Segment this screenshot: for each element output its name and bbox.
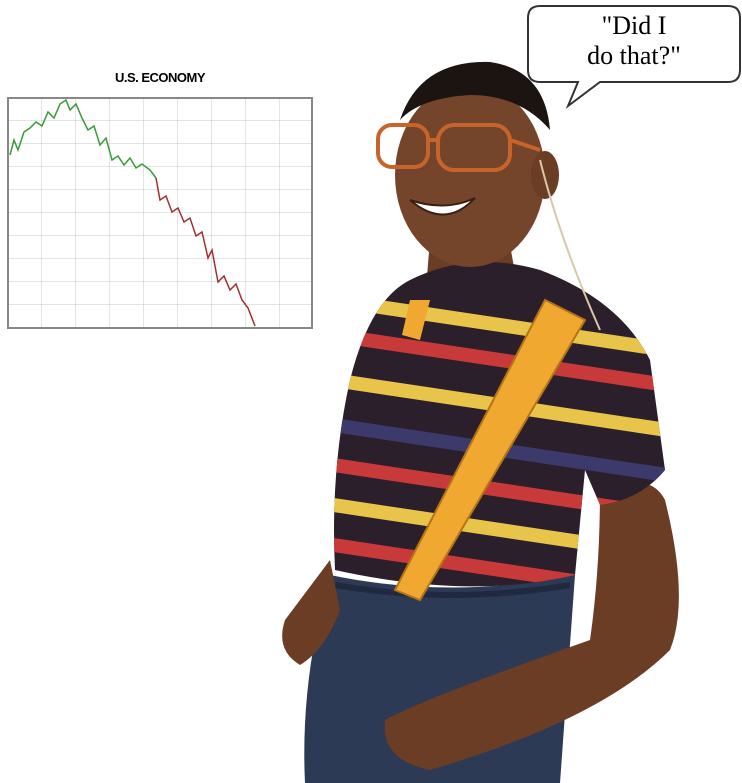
chart-line-up xyxy=(9,98,157,179)
bubble-line: do that?" xyxy=(587,41,681,70)
chart-frame xyxy=(7,97,313,329)
speech-bubble: "Did I do that?" xyxy=(527,5,741,109)
economy-chart: U.S. ECONOMY xyxy=(7,70,313,329)
person xyxy=(282,61,679,783)
bubble-line: "Did I xyxy=(602,11,667,40)
chart-line-down xyxy=(155,177,256,327)
chart-title: U.S. ECONOMY xyxy=(115,70,206,85)
